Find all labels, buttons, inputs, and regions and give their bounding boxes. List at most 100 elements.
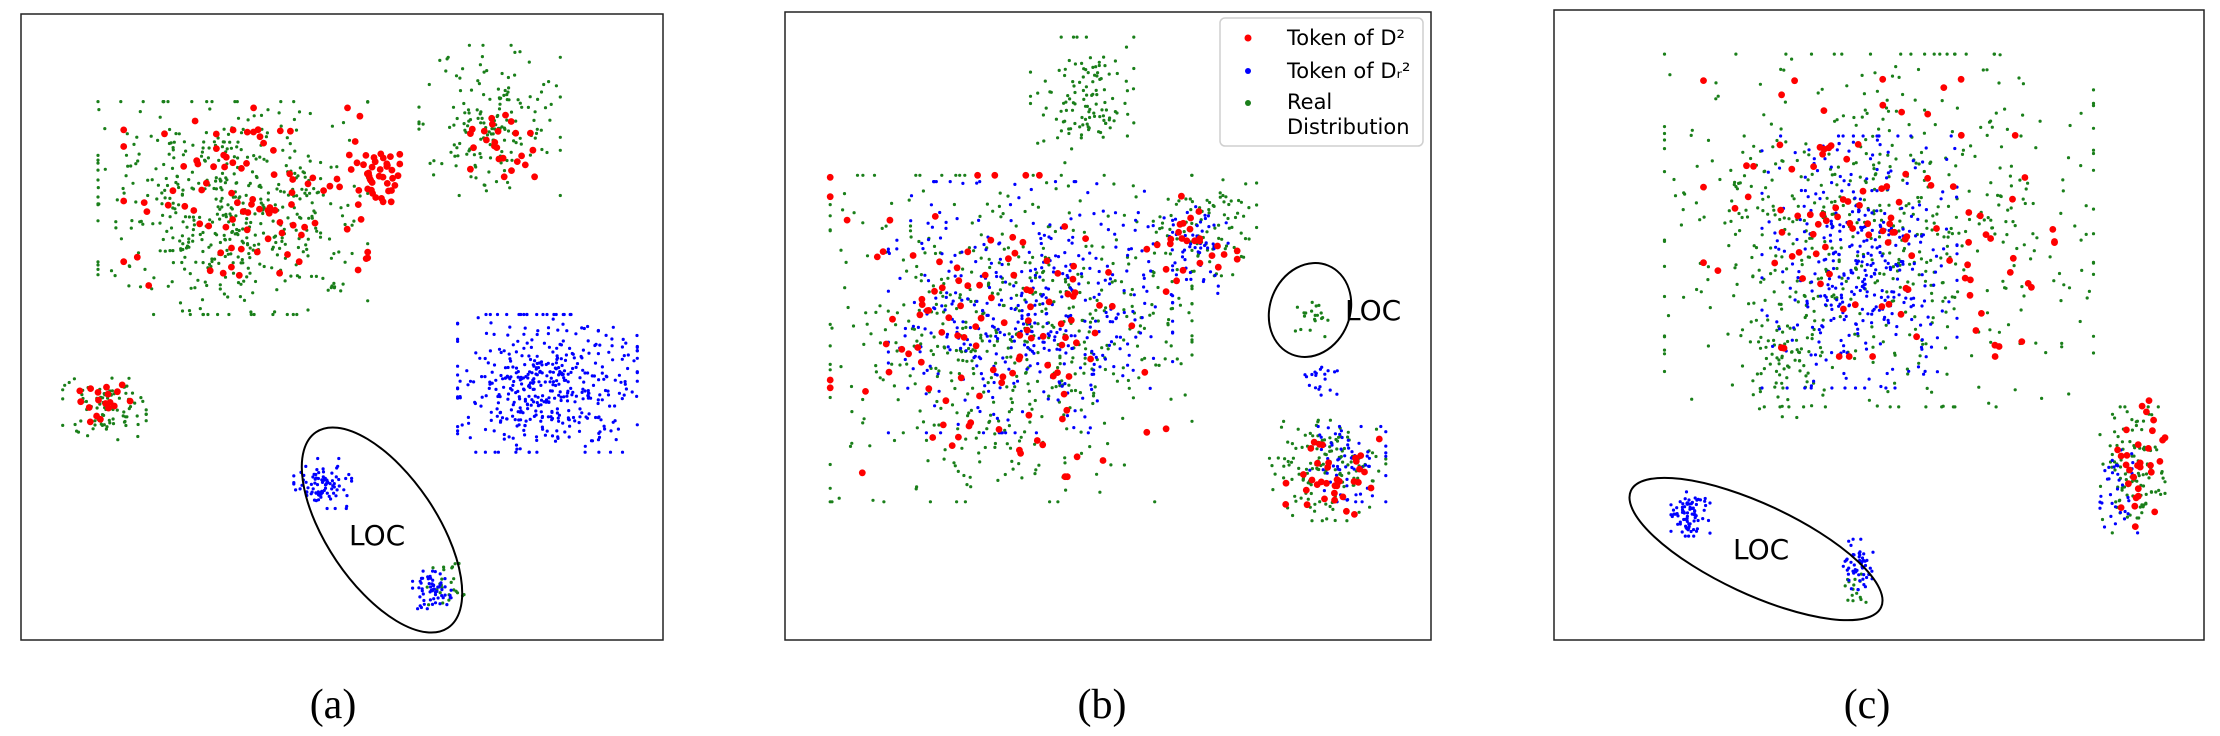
point-green [174,211,178,215]
point-green [444,69,448,73]
point-green [1083,104,1088,108]
point-green [502,169,507,173]
point-green [1852,162,1856,166]
point-green [915,426,919,430]
point-blue [1818,197,1822,201]
point-green [146,193,150,198]
point-blue [1198,220,1203,224]
point-green [1681,208,1685,212]
point-green [1816,294,1820,298]
point-blue [1216,291,1220,295]
point-green [1790,350,1794,354]
point-blue [2123,509,2127,514]
point-green [2091,334,2096,338]
point-green [1942,235,1946,239]
point-green [1000,232,1004,236]
point-green [225,178,229,182]
point-green [1797,350,1801,354]
point-blue [571,390,575,394]
point-blue [1669,513,1673,517]
point-green [341,121,346,125]
point-green [1083,356,1087,360]
point-red [1044,361,1052,369]
point-green [1333,468,1337,472]
point-green [978,460,982,464]
point-blue [1680,508,1685,512]
point-blue [1173,261,1177,265]
point-blue [1885,371,1889,376]
point-blue [581,397,585,401]
point-blue [596,398,600,402]
point-green [1320,519,1324,523]
point-blue [456,339,460,343]
point-green [1019,435,1023,439]
point-red [1865,231,1873,239]
point-blue [1883,259,1887,263]
point-green [881,378,885,382]
point-blue [1153,305,1157,309]
point-blue [1384,474,1388,478]
point-green [1102,118,1106,122]
point-blue [1147,260,1151,264]
point-green [1190,200,1194,204]
point-green [1017,439,1022,443]
point-green [1123,101,1127,105]
point-green [1856,254,1860,258]
point-blue [1862,286,1866,290]
point-green [1088,115,1092,120]
point-green [1349,460,1353,464]
point-green [1098,115,1102,119]
point-green [1081,88,1085,93]
point-blue [1048,223,1052,227]
point-red [161,130,168,138]
point-green [1079,430,1083,434]
point-blue [1042,346,1046,350]
point-green [946,351,950,355]
point-red [1308,476,1316,484]
point-green [828,368,832,372]
point-green [828,462,832,467]
point-green [2006,208,2010,212]
point-blue [506,333,510,337]
point-green [2091,104,2096,108]
point-blue [895,238,899,242]
point-green [1054,117,1058,121]
point-red [264,235,272,243]
point-red [1902,170,1910,178]
point-green [1891,277,1895,281]
point-blue [1870,312,1874,316]
point-green [1148,313,1152,317]
point-green [1002,247,1006,251]
point-blue [526,376,530,380]
point-blue [2120,483,2125,487]
point-blue [903,334,907,338]
point-green [1932,221,1936,225]
point-green [1977,385,1981,389]
point-blue [553,366,558,370]
point-blue [1069,217,1073,221]
point-blue [438,602,442,606]
point-green [1151,311,1155,315]
point-green [1321,462,1325,466]
point-green [1158,227,1162,231]
point-blue [1782,249,1786,253]
point-blue [1886,295,1890,299]
point-green [1270,464,1274,468]
point-red [1233,255,1241,263]
point-blue [1929,345,1934,349]
point-blue [536,329,540,333]
point-blue [1886,150,1890,154]
point-green [222,127,226,131]
point-blue [1685,517,1689,521]
point-blue [1849,172,1853,177]
point-blue [624,341,628,345]
point-green [2091,260,2096,264]
point-green [1095,74,1099,78]
point-green [239,148,243,152]
point-green [1066,184,1070,188]
point-blue [516,339,520,343]
point-green [514,119,518,123]
point-blue [425,607,429,611]
point-green [896,398,900,402]
point-green [982,390,986,394]
